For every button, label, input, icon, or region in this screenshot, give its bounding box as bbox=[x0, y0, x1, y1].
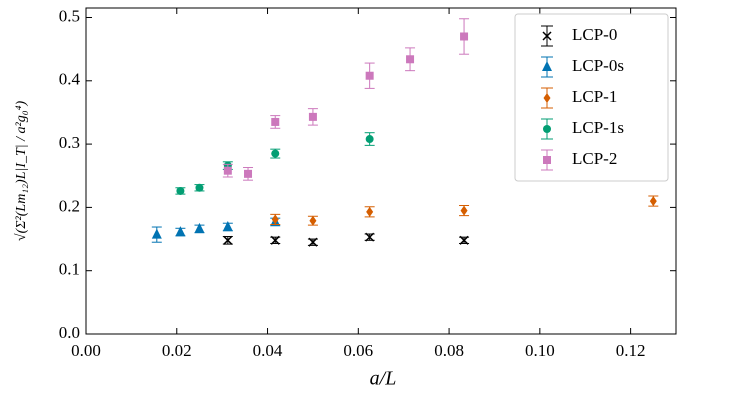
x-axis-label: a/L bbox=[370, 368, 397, 390]
x-tick-label: 0.08 bbox=[434, 341, 464, 360]
marker-diamond bbox=[366, 206, 374, 217]
marker-triangle bbox=[151, 228, 162, 239]
y-tick-label: 0.0 bbox=[59, 323, 80, 342]
y-tick-label: 0.1 bbox=[59, 260, 80, 279]
y-tick-label: 0.5 bbox=[59, 6, 80, 25]
x-tick-label: 0.10 bbox=[525, 341, 555, 360]
marker-x bbox=[459, 235, 469, 245]
legend-label: LCP-2 bbox=[572, 149, 617, 168]
marker-stroke bbox=[270, 235, 280, 245]
marker-x bbox=[542, 31, 552, 41]
legend-label: LCP-0s bbox=[572, 56, 624, 75]
marker-triangle bbox=[222, 221, 233, 232]
marker-stroke bbox=[223, 235, 233, 245]
plot-frame bbox=[85, 7, 677, 335]
x-tick-label: 0.00 bbox=[71, 341, 101, 360]
marker-square bbox=[543, 156, 551, 164]
marker-diamond bbox=[309, 215, 317, 226]
x-tick-label: 0.04 bbox=[253, 341, 283, 360]
marker-stroke bbox=[365, 232, 375, 242]
marker-square bbox=[223, 166, 232, 175]
marker-diamond bbox=[460, 205, 468, 216]
marker-circle bbox=[543, 125, 551, 133]
marker-diamond bbox=[543, 93, 551, 103]
marker-square bbox=[308, 112, 317, 121]
marker-x bbox=[308, 237, 318, 247]
legend-label: LCP-1s bbox=[572, 118, 624, 137]
x-tick-label: 0.12 bbox=[616, 341, 646, 360]
marker-square bbox=[244, 169, 253, 178]
marker-x bbox=[270, 235, 280, 245]
x-tick-label: 0.06 bbox=[343, 341, 373, 360]
marker-triangle bbox=[542, 61, 552, 71]
legend-label: LCP-0 bbox=[572, 25, 617, 44]
marker-square bbox=[460, 32, 469, 41]
marker-triangle bbox=[175, 226, 186, 237]
marker-circle bbox=[176, 186, 185, 195]
marker-x bbox=[223, 235, 233, 245]
marker-triangle bbox=[194, 222, 205, 233]
legend-label: LCP-1 bbox=[572, 87, 617, 106]
marker-square bbox=[271, 117, 280, 126]
marker-circle bbox=[271, 149, 280, 158]
y-axis-label: √(Σ²(Lm₁₂)L|I_T| / a²g₀⁴) bbox=[14, 101, 29, 242]
marker-circle bbox=[195, 183, 204, 192]
marker-stroke bbox=[542, 31, 552, 41]
marker-stroke bbox=[308, 237, 318, 247]
y-tick-label: 0.4 bbox=[59, 70, 81, 89]
x-tick-label: 0.02 bbox=[162, 341, 192, 360]
marker-diamond bbox=[649, 196, 657, 207]
marker-x bbox=[365, 232, 375, 242]
marker-square bbox=[365, 71, 374, 80]
marker-diamond bbox=[271, 214, 279, 225]
marker-square bbox=[406, 55, 415, 64]
legend-box bbox=[514, 13, 669, 182]
marker-stroke bbox=[459, 235, 469, 245]
marker-circle bbox=[365, 135, 374, 144]
y-tick-label: 0.3 bbox=[59, 133, 80, 152]
y-tick-label: 0.2 bbox=[59, 196, 80, 215]
